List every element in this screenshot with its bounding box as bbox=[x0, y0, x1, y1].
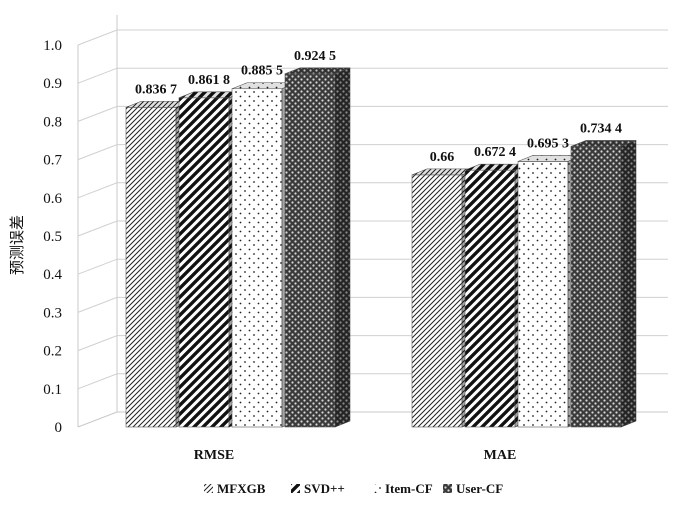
legend-item: MFXGB bbox=[204, 481, 266, 496]
legend-swatch bbox=[372, 484, 381, 493]
data-label: 0.734 4 bbox=[580, 121, 622, 136]
y-tick-label: 0.2 bbox=[43, 344, 62, 360]
data-label: 0.885 5 bbox=[241, 64, 283, 79]
gridline bbox=[77, 29, 668, 46]
gridline bbox=[77, 67, 668, 84]
legend-label: SVD++ bbox=[304, 481, 345, 496]
legend-item: SVD++ bbox=[291, 481, 345, 496]
data-label: 0.836 7 bbox=[135, 82, 177, 97]
y-tick-label: 0.1 bbox=[43, 382, 62, 398]
y-tick-label: 0.9 bbox=[43, 76, 62, 92]
y-tick-label: 0 bbox=[55, 420, 63, 436]
data-label: 0.66 bbox=[430, 150, 455, 165]
legend-item: Item-CF bbox=[372, 481, 433, 496]
y-tick-label: 0.8 bbox=[43, 114, 62, 130]
data-label: 0.672 4 bbox=[474, 145, 516, 160]
gridline bbox=[77, 144, 668, 161]
legend-swatch bbox=[291, 484, 300, 493]
legend-label: User-CF bbox=[456, 481, 503, 496]
data-labels: 0.836 7 0.861 8 0.885 5 0.924 5 0.66 0.672 4 0… bbox=[135, 49, 622, 165]
y-tick-label: 0.4 bbox=[43, 267, 62, 283]
legend-label: MFXGB bbox=[217, 481, 266, 496]
category-label: MAE bbox=[484, 448, 517, 463]
data-label: 0.924 5 bbox=[294, 49, 336, 64]
y-tick-label: 0.6 bbox=[43, 191, 62, 207]
legend-swatch bbox=[204, 484, 213, 493]
legend: MFXGB SVD++ Item-CF User-CF bbox=[204, 481, 503, 496]
y-tick-label: 0.3 bbox=[43, 305, 62, 321]
y-tick-label: 0.5 bbox=[43, 229, 62, 245]
legend-item: User-CF bbox=[443, 481, 503, 496]
y-axis-label: 预测误差 bbox=[9, 215, 26, 275]
data-label: 0.695 3 bbox=[527, 136, 569, 151]
bar bbox=[570, 140, 637, 428]
gridline bbox=[77, 105, 668, 122]
legend-label: Item-CF bbox=[385, 481, 433, 496]
y-tick-label: 0.7 bbox=[43, 153, 62, 169]
category-label: RMSE bbox=[194, 448, 234, 463]
bars bbox=[125, 67, 637, 428]
bar bbox=[284, 67, 351, 428]
legend-swatch bbox=[443, 484, 452, 493]
y-axis-ticks: 0 0.1 0.2 0.3 0.4 0.5 0.6 0.7 0.8 0.9 1.0 bbox=[43, 38, 62, 436]
category-labels: RMSE MAE bbox=[194, 448, 517, 463]
gridlines bbox=[77, 29, 668, 390]
data-label: 0.861 8 bbox=[188, 73, 230, 88]
y-tick-label: 1.0 bbox=[43, 38, 62, 54]
